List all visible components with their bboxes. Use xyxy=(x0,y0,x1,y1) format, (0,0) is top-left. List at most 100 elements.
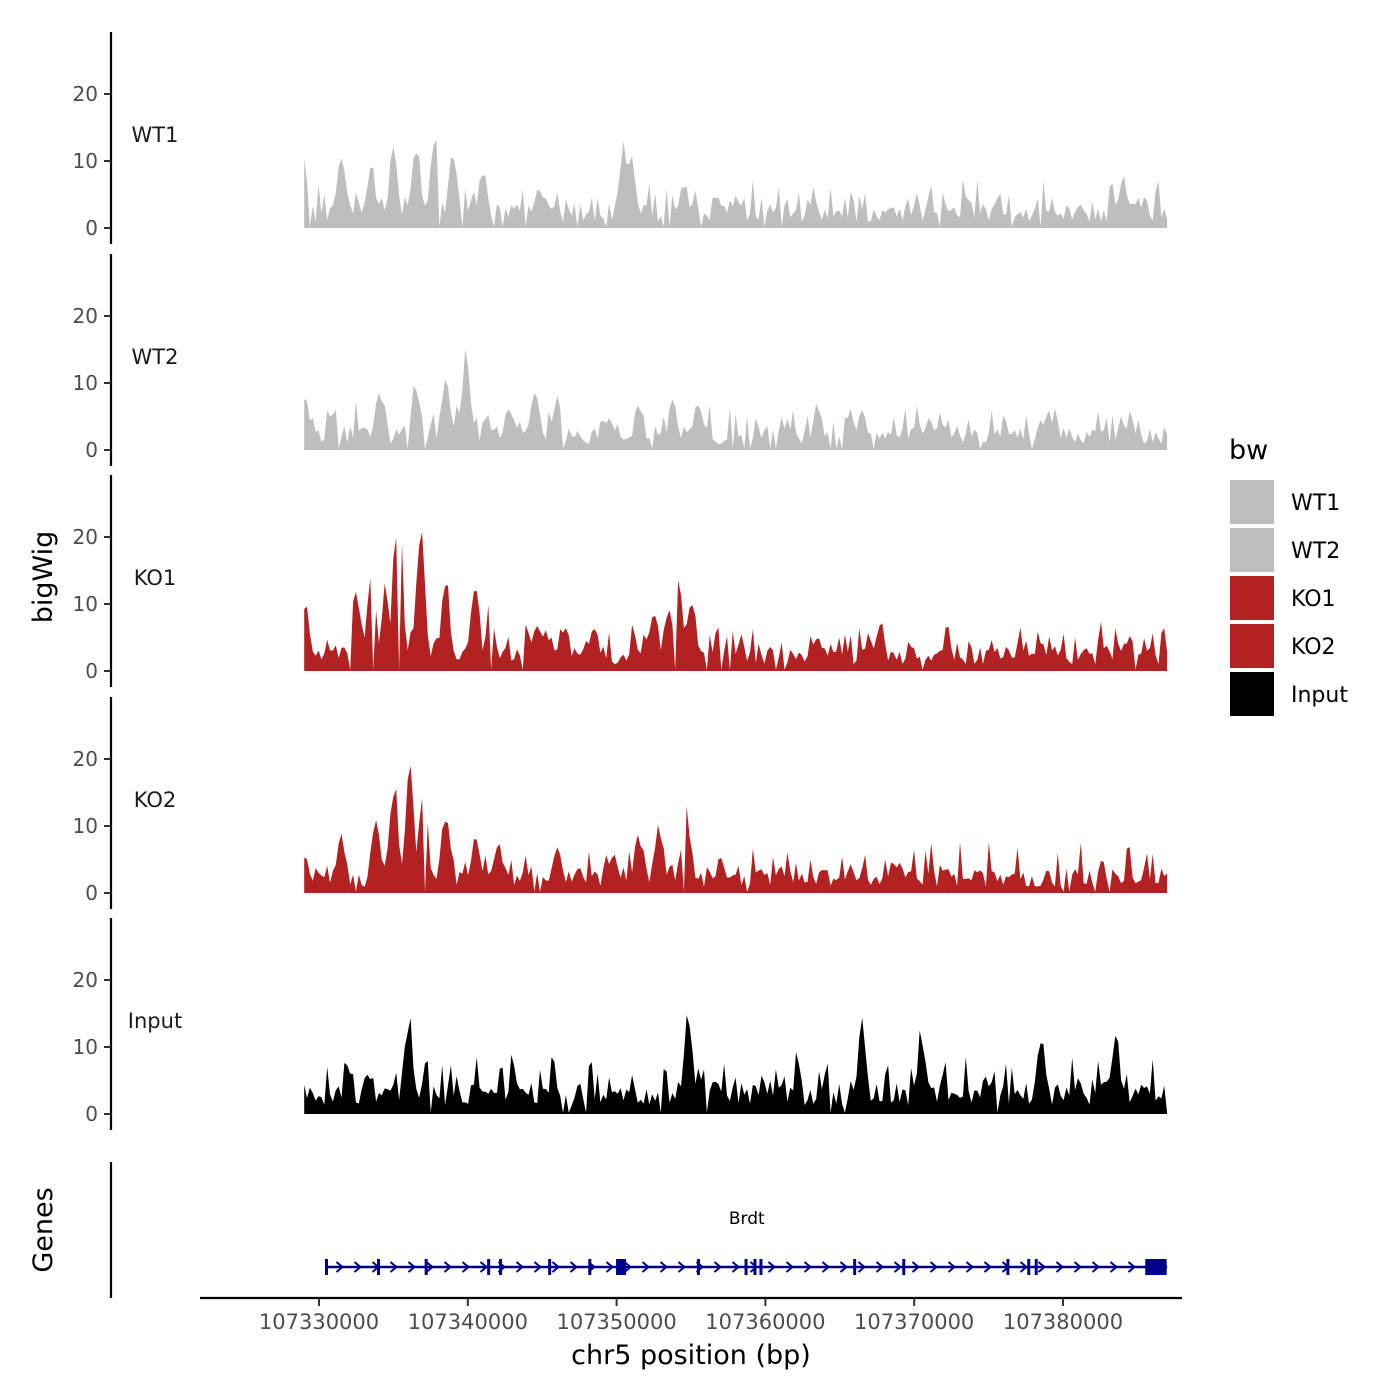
x-axis: 107330000 107340000 107350000 107360000 1073… xyxy=(200,1296,1182,1371)
x-tick-label: 107370000 xyxy=(854,1310,974,1334)
legend-label-input: Input xyxy=(1291,683,1348,708)
strand-arrow xyxy=(551,1261,561,1273)
signal-area-input xyxy=(304,1015,1168,1114)
strand-arrow xyxy=(893,1261,903,1273)
y-tick-label: 0 xyxy=(85,438,98,462)
exon xyxy=(324,1259,328,1275)
y-tick-label: 0 xyxy=(85,881,98,905)
legend-key-wt2 xyxy=(1230,528,1274,572)
legend: bw WT1 WT2 KO1 KO2 Input xyxy=(1229,435,1348,716)
y-tick-label: 0 xyxy=(85,659,98,683)
y-axis-title: bigWig xyxy=(28,531,59,624)
strand-arrow xyxy=(569,1261,579,1273)
strand-arrow xyxy=(947,1261,957,1273)
y-tick-label: 0 xyxy=(85,1102,98,1126)
legend-entries: WT1 WT2 KO1 KO2 Input xyxy=(1230,480,1348,716)
strand-arrow xyxy=(407,1261,417,1273)
legend-label-ko2: KO2 xyxy=(1291,635,1336,660)
x-tick-label: 107330000 xyxy=(259,1310,379,1334)
strand-arrow xyxy=(875,1261,885,1273)
strand-arrow xyxy=(479,1261,489,1273)
gene-name-label: Brdt xyxy=(729,1209,765,1229)
signal-area-ko2 xyxy=(304,765,1168,893)
track-label-wt2: WT2 xyxy=(132,345,179,369)
exon xyxy=(696,1259,700,1275)
strand-arrow xyxy=(929,1261,939,1273)
strand-arrow xyxy=(659,1261,669,1273)
strand-arrow xyxy=(767,1261,777,1273)
y-tick-label: 0 xyxy=(85,216,98,240)
strand-arrow xyxy=(803,1261,813,1273)
exon xyxy=(487,1259,491,1275)
exon xyxy=(588,1259,592,1275)
strand-arrow xyxy=(1091,1261,1101,1273)
strand-arrow xyxy=(731,1261,741,1273)
strand-arrow xyxy=(443,1261,453,1273)
legend-key-wt1 xyxy=(1230,480,1274,524)
track-wt1: 0 10 20 WT1 xyxy=(73,32,1168,244)
legend-key-ko1 xyxy=(1230,576,1274,620)
track-label-wt1: WT1 xyxy=(132,123,179,147)
exon xyxy=(1034,1259,1038,1275)
strand-arrow xyxy=(839,1261,849,1273)
y-tick-label: 20 xyxy=(73,82,98,106)
signal-area-ko1 xyxy=(304,532,1168,671)
legend-key-ko2 xyxy=(1230,624,1274,668)
exon xyxy=(902,1259,906,1275)
strand-arrow xyxy=(1109,1261,1119,1273)
y-tick-label: 20 xyxy=(73,304,98,328)
strand-arrow xyxy=(335,1261,345,1273)
legend-key-input xyxy=(1230,672,1274,716)
track-label-ko2: KO2 xyxy=(134,788,177,812)
track-label-input: Input xyxy=(128,1009,182,1033)
legend-label-ko1: KO1 xyxy=(1291,587,1336,612)
y-tick-label: 20 xyxy=(73,968,98,992)
strand-arrow xyxy=(677,1261,687,1273)
gene-track: Genes Brdt xyxy=(28,1162,1168,1298)
track-input: 0 10 20 Input xyxy=(73,918,1168,1130)
x-tick-label: 107350000 xyxy=(556,1310,676,1334)
strand-arrow xyxy=(389,1261,399,1273)
gene-model xyxy=(324,1259,1168,1275)
strand-arrow xyxy=(1019,1261,1029,1273)
exon xyxy=(616,1259,627,1275)
x-axis-title: chr5 position (bp) xyxy=(571,1340,811,1371)
legend-label-wt2: WT2 xyxy=(1291,539,1340,564)
y-tick-label: 10 xyxy=(73,371,98,395)
legend-label-wt1: WT1 xyxy=(1291,491,1340,516)
exon xyxy=(499,1259,503,1275)
y-tick-label: 10 xyxy=(73,1035,98,1059)
track-ko2: 0 10 20 KO2 xyxy=(73,697,1168,909)
y-tick-label: 10 xyxy=(73,592,98,616)
y-tick-label: 10 xyxy=(73,814,98,838)
exon xyxy=(424,1259,428,1275)
legend-title: bw xyxy=(1229,435,1268,466)
exon xyxy=(753,1259,757,1275)
track-label-ko1: KO1 xyxy=(134,566,177,590)
strand-arrow xyxy=(1073,1261,1083,1273)
x-tick-label: 107360000 xyxy=(705,1310,825,1334)
strand-arrow xyxy=(533,1261,543,1273)
strand-arrow xyxy=(1037,1261,1047,1273)
y-tick-label: 20 xyxy=(73,747,98,771)
strand-arrow xyxy=(1055,1261,1065,1273)
strand-arrow xyxy=(353,1261,363,1273)
y-tick-label: 10 xyxy=(73,149,98,173)
strand-arrow xyxy=(641,1261,651,1273)
exon xyxy=(548,1259,552,1275)
strand-arrow xyxy=(623,1261,633,1273)
track-ko1: 0 10 20 KO1 xyxy=(73,475,1168,687)
signal-area-wt1 xyxy=(304,140,1168,228)
bigwig-tracks: 0 10 20 WT1 0 10 20 WT2 0 10 20 KO1 0 10 20 KO2 0 10 20 Inp… xyxy=(73,32,1168,1130)
strand-arrow xyxy=(425,1261,435,1273)
x-tick-label: 107340000 xyxy=(408,1310,528,1334)
exon xyxy=(759,1259,763,1275)
track-wt2: 0 10 20 WT2 xyxy=(73,254,1168,466)
gene-track-label: Genes xyxy=(28,1187,59,1272)
signal-area-wt2 xyxy=(304,349,1168,450)
strand-arrow xyxy=(911,1261,921,1273)
exon xyxy=(1152,1259,1167,1275)
exon xyxy=(1027,1259,1031,1275)
exon xyxy=(377,1259,381,1275)
